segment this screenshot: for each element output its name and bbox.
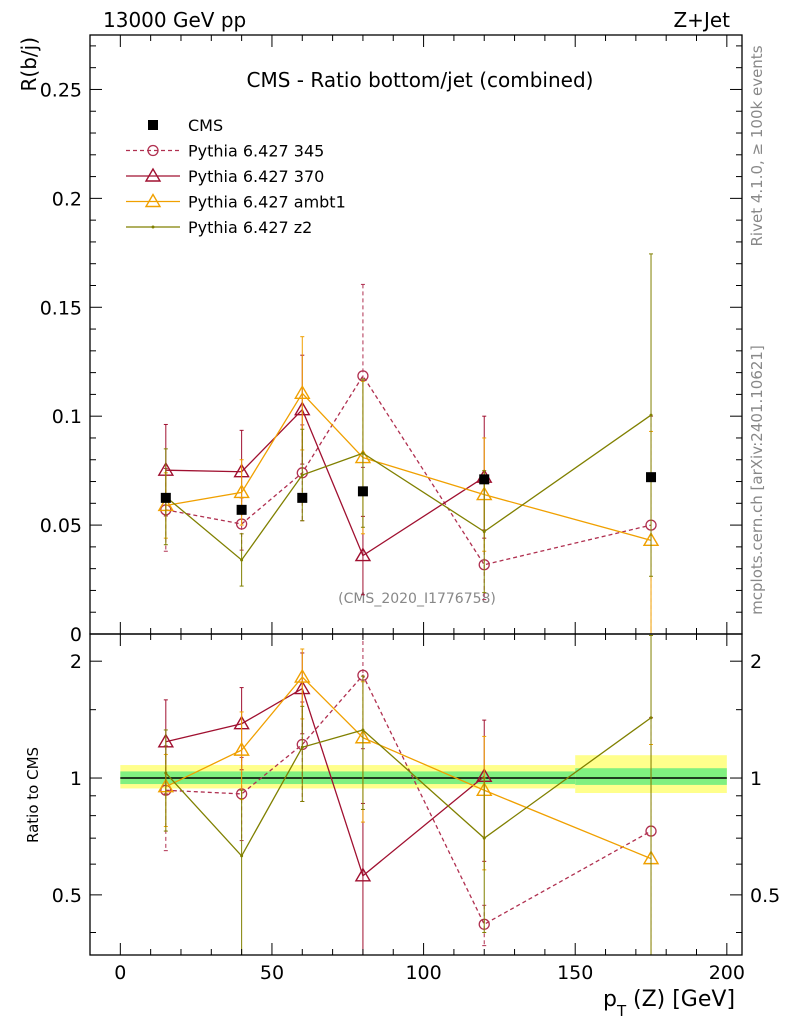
legend-entry-0: CMS: [148, 116, 223, 135]
data-point: [164, 771, 168, 775]
x-tick-label: 0: [114, 962, 126, 984]
legend-marker: [144, 167, 162, 182]
legend-label: Pythia 6.427 ambt1: [188, 193, 346, 212]
data-point: [361, 451, 365, 455]
series-line: [165, 392, 652, 541]
x-axis-label: p T (Z) [GeV]: [603, 987, 735, 1020]
legend-marker: [147, 144, 159, 157]
series-line: [165, 374, 652, 566]
x-axis-label-p: p: [603, 987, 617, 1012]
data-point: [300, 745, 304, 749]
ratio-tick-label-right: 2: [750, 651, 762, 673]
y-tick-label: 0.1: [52, 406, 82, 428]
y-tick-label: 0.25: [40, 79, 82, 101]
series-1: [160, 283, 657, 635]
ratio-tick-label: 1: [70, 768, 82, 790]
x-tick-label: 50: [260, 962, 284, 984]
data-point: [354, 547, 372, 562]
series-2: [157, 354, 493, 596]
legend: CMS Pythia 6.427 345 Pythia 6.427 370 Pythi…: [126, 116, 346, 237]
legend-entry-4: Pythia 6.427 z2: [126, 218, 312, 237]
ratio-series-0: [160, 633, 657, 956]
series-line: [165, 676, 652, 860]
data-point: [236, 504, 247, 515]
ratio-series-1: [157, 652, 493, 956]
ratio-series-2: [157, 648, 660, 956]
data-point: [294, 384, 311, 400]
data-point: [357, 486, 368, 497]
data-point: [233, 484, 250, 499]
legend-entry-3: Pythia 6.427 ambt1: [126, 193, 346, 212]
series-4: [163, 253, 654, 594]
ratio-series-3: [163, 634, 654, 956]
legend-label: Pythia 6.427 345: [188, 142, 324, 161]
series-3: [157, 336, 660, 635]
rivet-label: Rivet 4.1.0, ≥ 100k events: [748, 45, 766, 246]
data-point: [297, 492, 308, 503]
x-tick-label: 100: [405, 962, 441, 984]
x-tick-label: 200: [709, 962, 745, 984]
data-point: [354, 867, 372, 882]
legend-label: CMS: [188, 116, 223, 135]
ratio-tick-label-right: 0.5: [750, 885, 780, 907]
ratio-tick-label: 2: [70, 651, 82, 673]
data-point: [479, 474, 490, 485]
data-point: [646, 472, 657, 483]
chart-title: CMS - Ratio bottom/jet (combined): [247, 68, 594, 92]
data-point: [160, 492, 171, 503]
legend-marker: [151, 225, 155, 229]
energy-label: 13000 GeV pp: [103, 8, 246, 32]
x-tick-label: 150: [557, 962, 593, 984]
y-tick-label: 0.15: [40, 297, 82, 319]
legend-label: Pythia 6.427 370: [188, 167, 324, 186]
series-cms: [160, 472, 657, 515]
data-point: [361, 728, 365, 732]
data-point: [240, 558, 244, 562]
y-tick-label: 0.2: [52, 188, 82, 210]
data-point: [300, 473, 304, 477]
ratio-y-axis-label: Ratio to CMS: [24, 747, 42, 843]
ratio-frame: [89, 633, 743, 956]
legend-marker: [148, 120, 158, 130]
ratio-tick-label-right: 1: [750, 768, 762, 790]
data-point: [482, 530, 486, 534]
y-tick-label: 0.05: [40, 515, 82, 537]
legend-entry-2: Pythia 6.427 370: [126, 167, 324, 186]
y-axis-label: R(b/j): [17, 37, 41, 92]
y-tick-label: 0: [70, 624, 82, 646]
legend-entry-1: Pythia 6.427 345: [126, 142, 324, 161]
legend-label: Pythia 6.427 z2: [188, 218, 312, 237]
analysis-id: (CMS_2020_I1776758): [338, 591, 496, 607]
x-axis-label-sub: T: [616, 1002, 627, 1020]
series-line: [165, 717, 652, 858]
data-point: [233, 741, 250, 756]
data-point: [649, 413, 653, 417]
ratio-uncertainty-bands: [120, 755, 727, 794]
x-axis-label-rest: (Z) [GeV]: [626, 987, 735, 1012]
data-point: [482, 836, 486, 840]
mcplots-label: mcplots.cern.ch [arXiv:2401.10621]: [748, 345, 766, 615]
process-label: Z+Jet: [673, 8, 730, 32]
data-point: [294, 668, 311, 683]
legend-marker: [144, 193, 162, 208]
series-line: [165, 674, 652, 926]
series-line: [165, 408, 485, 557]
data-point: [240, 854, 244, 858]
series-line: [165, 414, 652, 561]
ratio-tick-label: 0.5: [52, 885, 82, 907]
axes: 0 0.05 0.1 0.15 0.2 0.25 0.5 0.5 1 1 2 2 0 50 100 150 20…: [40, 34, 780, 984]
data-point: [649, 716, 653, 720]
